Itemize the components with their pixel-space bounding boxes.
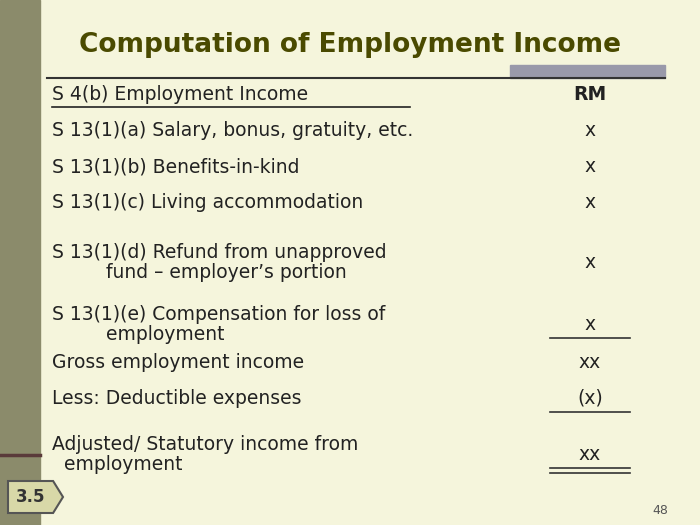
Text: Computation of Employment Income: Computation of Employment Income (79, 32, 621, 58)
Text: Gross employment income: Gross employment income (52, 352, 304, 372)
Text: Adjusted/ Statutory income from: Adjusted/ Statutory income from (52, 436, 358, 455)
Text: fund – employer’s portion: fund – employer’s portion (52, 262, 346, 281)
Text: S 13(1)(b) Benefits-in-kind: S 13(1)(b) Benefits-in-kind (52, 158, 300, 176)
Text: x: x (584, 158, 596, 176)
Text: x: x (584, 314, 596, 333)
Text: RM: RM (573, 86, 607, 104)
Text: Less: Deductible expenses: Less: Deductible expenses (52, 388, 302, 407)
Text: S 13(1)(a) Salary, bonus, gratuity, etc.: S 13(1)(a) Salary, bonus, gratuity, etc. (52, 121, 413, 141)
Text: S 13(1)(d) Refund from unapproved: S 13(1)(d) Refund from unapproved (52, 244, 386, 262)
Text: employment: employment (52, 324, 225, 343)
Text: x: x (584, 194, 596, 213)
Text: xx: xx (579, 445, 601, 464)
Text: 3.5: 3.5 (16, 488, 46, 506)
Text: 48: 48 (652, 504, 668, 517)
Text: (x): (x) (577, 388, 603, 407)
Text: S 13(1)(e) Compensation for loss of: S 13(1)(e) Compensation for loss of (52, 306, 385, 324)
Polygon shape (8, 481, 63, 513)
Text: S 4(b) Employment Income: S 4(b) Employment Income (52, 86, 308, 104)
Bar (0, 0, 40, 525)
Text: employment: employment (52, 455, 183, 474)
Bar (510, 65, 665, 78)
Text: x: x (584, 121, 596, 141)
Text: xx: xx (579, 352, 601, 372)
Text: x: x (584, 253, 596, 271)
Text: S 13(1)(c) Living accommodation: S 13(1)(c) Living accommodation (52, 194, 363, 213)
